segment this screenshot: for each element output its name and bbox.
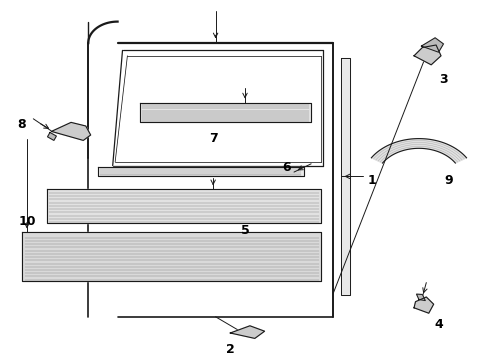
Polygon shape [140, 103, 311, 122]
Text: 4: 4 [434, 318, 443, 330]
Polygon shape [414, 45, 441, 65]
Text: 3: 3 [439, 73, 448, 86]
Polygon shape [22, 232, 321, 281]
Text: 8: 8 [18, 118, 26, 131]
Polygon shape [414, 297, 434, 313]
Text: 7: 7 [209, 132, 218, 145]
Text: 1: 1 [368, 174, 377, 186]
Text: 6: 6 [282, 161, 291, 174]
Polygon shape [98, 167, 304, 176]
Polygon shape [416, 294, 425, 301]
Text: 5: 5 [241, 224, 249, 237]
Text: 2: 2 [226, 343, 235, 356]
Polygon shape [47, 189, 321, 223]
Text: 10: 10 [18, 215, 36, 228]
Polygon shape [48, 132, 56, 140]
Polygon shape [51, 122, 91, 140]
Text: 9: 9 [444, 174, 453, 186]
Polygon shape [341, 58, 350, 295]
Polygon shape [230, 326, 265, 338]
Polygon shape [371, 139, 466, 163]
Polygon shape [421, 38, 443, 52]
